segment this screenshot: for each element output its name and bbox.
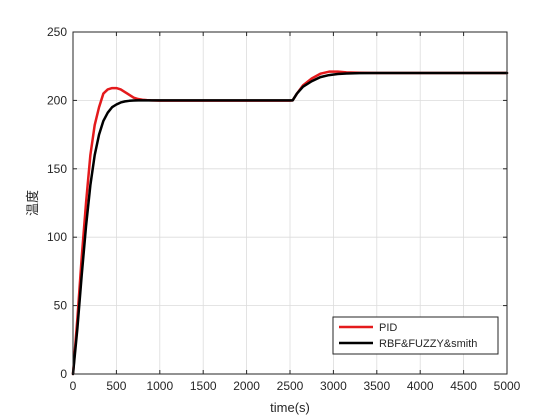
x-tick-label: 3000 (320, 379, 347, 393)
y-axis-title: 温度 (25, 190, 40, 216)
y-tick-label: 0 (60, 367, 67, 381)
x-tick-label: 2000 (233, 379, 260, 393)
x-tick-label: 1000 (146, 379, 173, 393)
y-tick-label: 100 (47, 230, 67, 244)
series-line-rbf-fuzzy-smith (71, 71, 509, 376)
legend-label-rbf-fuzzy-smith: RBF&FUZZY&smith (379, 338, 477, 350)
x-tick-label: 1500 (190, 379, 217, 393)
legend-box (332, 316, 499, 355)
y-tick-label: 50 (54, 299, 68, 313)
x-tick-label: 0 (70, 379, 77, 393)
legend-label-pid: PID (379, 322, 397, 334)
x-tick-label: 2500 (277, 379, 304, 393)
y-tick-label: 250 (47, 25, 67, 39)
x-tick-label: 4500 (450, 379, 477, 393)
x-tick-label: 3500 (363, 379, 390, 393)
x-tick-label: 4000 (407, 379, 434, 393)
x-axis-title: time(s) (270, 400, 310, 415)
y-tick-label: 200 (47, 93, 67, 107)
y-tick-label: 150 (47, 162, 67, 176)
data-series (71, 70, 509, 376)
x-tick-label: 5000 (494, 379, 521, 393)
legend: PID RBF&FUZZY&smith (332, 316, 499, 355)
x-tick-label: 500 (106, 379, 126, 393)
axis-ticks: 0 500 1000 1500 2000 2500 3000 3500 4000 4500 5000… (47, 25, 521, 393)
